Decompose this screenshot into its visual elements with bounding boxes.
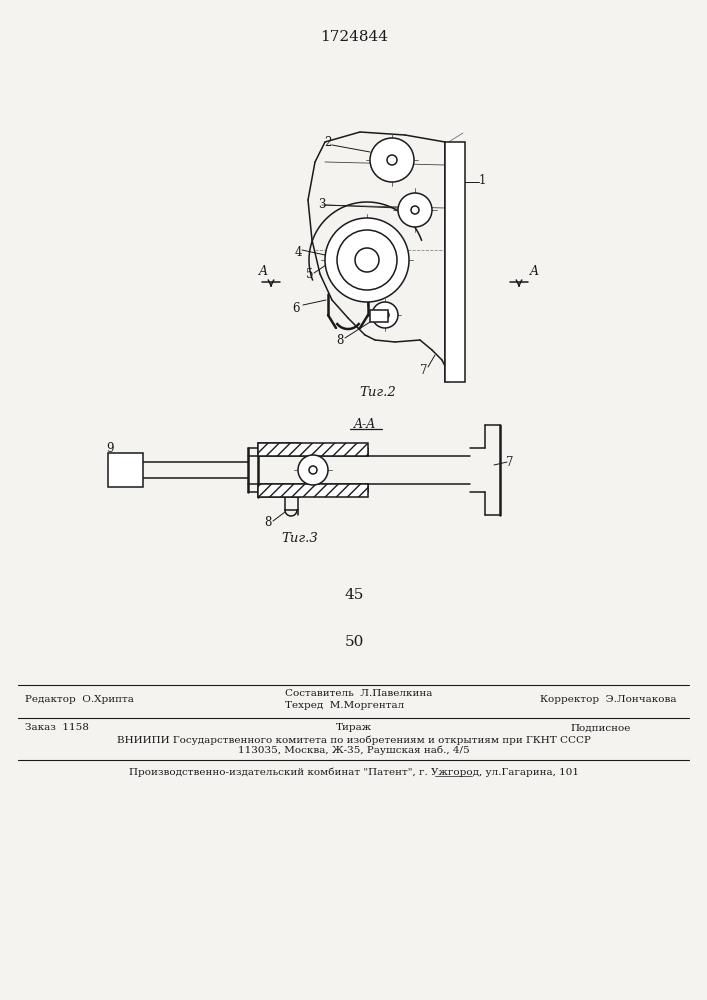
Bar: [445, 142, 465, 382]
Text: 45: 45: [344, 588, 363, 602]
Text: 8: 8: [337, 334, 344, 347]
Bar: [258, 443, 368, 456]
Text: 2: 2: [325, 135, 332, 148]
Text: Корректор  Э.Лончакова: Корректор Э.Лончакова: [540, 696, 677, 704]
Circle shape: [355, 248, 379, 272]
Text: 4: 4: [294, 245, 302, 258]
Text: 50: 50: [344, 635, 363, 649]
Circle shape: [298, 455, 328, 485]
Bar: [370, 310, 388, 322]
Text: Производственно-издательский комбинат "Патент", г. Ужгород, ул.Гагарина, 101: Производственно-издательский комбинат "П…: [129, 767, 579, 777]
Circle shape: [387, 155, 397, 165]
Text: Заказ  1158: Заказ 1158: [25, 724, 89, 732]
Text: Τиг.2: Τиг.2: [360, 386, 397, 399]
Circle shape: [309, 466, 317, 474]
Bar: [108, 453, 143, 487]
Text: 113035, Москва, Ж-35, Раушская наб., 4/5: 113035, Москва, Ж-35, Раушская наб., 4/5: [238, 745, 470, 755]
Bar: [258, 484, 368, 497]
Text: 3: 3: [318, 198, 326, 212]
Circle shape: [337, 230, 397, 290]
Text: Техред  М.Моргентал: Техред М.Моргентал: [285, 700, 404, 710]
Text: 5: 5: [306, 267, 314, 280]
Text: 6: 6: [292, 302, 300, 314]
Circle shape: [398, 193, 432, 227]
Circle shape: [325, 218, 409, 302]
Text: 8: 8: [264, 516, 271, 530]
Text: Редактор  О.Хрипта: Редактор О.Хрипта: [25, 696, 134, 704]
Text: Τиг.3: Τиг.3: [281, 532, 318, 544]
Text: 7: 7: [506, 456, 514, 468]
Text: Составитель  Л.Павелкина: Составитель Л.Павелкина: [285, 688, 433, 698]
Text: Тираж: Тираж: [336, 724, 372, 732]
Text: 1: 1: [479, 174, 486, 186]
Circle shape: [381, 311, 389, 319]
Text: A: A: [530, 265, 539, 278]
Text: 1724844: 1724844: [320, 30, 388, 44]
Text: Подписное: Подписное: [570, 724, 631, 732]
Text: A: A: [259, 265, 267, 278]
Text: 9: 9: [106, 442, 114, 454]
Circle shape: [370, 138, 414, 182]
Circle shape: [411, 206, 419, 214]
Circle shape: [372, 302, 398, 328]
Text: A-A: A-A: [354, 418, 376, 432]
Text: ВНИИПИ Государственного комитета по изобретениям и открытиям при ГКНТ СССР: ВНИИПИ Государственного комитета по изоб…: [117, 735, 591, 745]
Text: 7: 7: [420, 363, 428, 376]
